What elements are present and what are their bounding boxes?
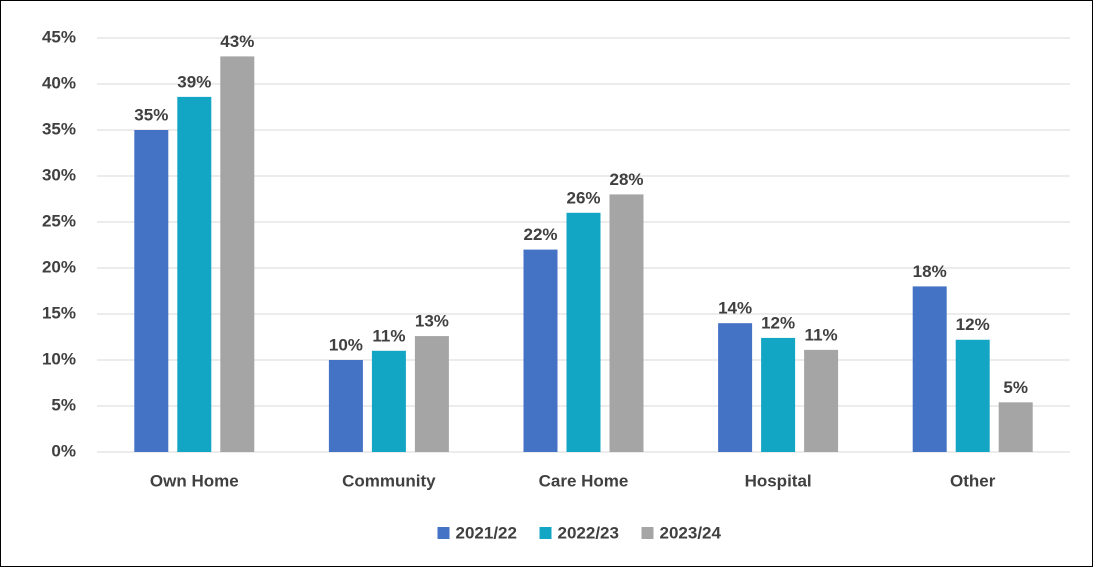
y-tick-label: 30% [42,165,76,184]
y-tick-label: 20% [42,257,76,276]
data-label: 13% [415,312,449,331]
bar [177,96,212,452]
y-tick-label: 0% [51,441,76,460]
y-tick-label: 15% [42,303,76,322]
data-label: 26% [566,188,600,207]
x-tick-label: Other [950,471,996,490]
y-tick-label: 40% [42,73,76,92]
data-label: 22% [523,225,557,244]
bar [912,286,947,452]
data-label: 5% [1003,378,1028,397]
bar [761,337,796,452]
x-tick-label: Hospital [745,471,812,490]
legend-label: 2023/24 [660,523,722,542]
bar [998,402,1033,452]
bar [371,350,406,452]
bar [955,339,990,452]
data-label: 14% [718,299,752,318]
data-label: 39% [177,72,211,91]
legend-label: 2021/22 [456,523,517,542]
y-tick-label: 35% [42,119,76,138]
bar [414,336,449,452]
y-tick-label: 10% [42,349,76,368]
x-tick-label: Community [342,471,436,490]
x-tick-label: Care Home [539,471,629,490]
bar [804,349,839,452]
data-label: 12% [956,315,990,334]
data-label: 35% [134,105,168,124]
bar [566,212,601,452]
bar [718,323,753,452]
x-tick-label: Own Home [150,471,239,490]
data-label: 18% [913,262,947,281]
legend-swatch [539,527,552,539]
bar [134,130,169,452]
bar [523,249,558,452]
legend-swatch [437,527,450,539]
data-label: 11% [805,325,838,344]
y-tick-label: 25% [42,211,76,230]
legend-label: 2022/23 [558,523,619,542]
y-tick-label: 5% [51,395,76,414]
bar [609,194,644,452]
y-tick-label: 45% [42,27,76,46]
data-label: 11% [372,326,405,345]
data-label: 43% [220,32,254,51]
data-label: 28% [609,170,643,189]
bar [220,56,255,453]
legend-swatch [641,527,654,539]
data-label: 10% [329,335,363,354]
data-label: 12% [761,313,795,332]
bar [328,360,363,452]
